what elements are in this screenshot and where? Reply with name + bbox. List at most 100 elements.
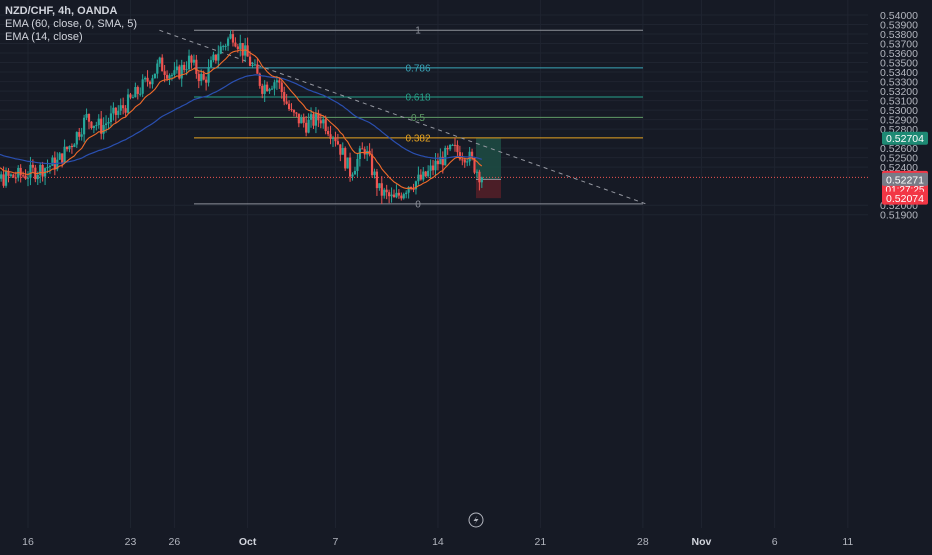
candle-body (65, 146, 69, 150)
stop-price-label-bg (882, 191, 928, 205)
candle-body (292, 110, 296, 113)
ema-long-legend[interactable]: EMA (60, close, 0, SMA, 5) (5, 18, 138, 30)
candle-body (405, 192, 408, 195)
candle-body (26, 177, 30, 179)
candle-body (388, 192, 391, 197)
candle-body (12, 174, 15, 178)
candle-body (478, 171, 481, 183)
candle-body (385, 189, 388, 193)
candle-body (395, 192, 398, 198)
candle-body (480, 177, 483, 183)
candle-body (104, 123, 108, 126)
current-price-label-countdown: 01:27:25 (886, 185, 925, 196)
price-axis-tick: 0.53000 (880, 105, 918, 117)
candle-body (224, 45, 227, 47)
candle-body (129, 94, 132, 98)
candle-body (214, 54, 217, 61)
candle-body (148, 81, 152, 85)
candle-body (375, 171, 379, 189)
time-axis-tick: 21 (535, 536, 547, 548)
candle-body (312, 114, 315, 126)
candle-body (461, 159, 464, 161)
candle-body (390, 194, 393, 197)
candle-body (178, 66, 181, 79)
candle-body (302, 117, 305, 123)
entry-price-label: 0.52271 (886, 174, 924, 186)
replay-icon[interactable] (468, 512, 484, 528)
price-axis-tick: 0.51900 (880, 210, 918, 222)
price-axis-tick: 0.53600 (880, 48, 918, 60)
candle-body (78, 132, 81, 137)
candle-body (136, 87, 139, 94)
candle-body (397, 192, 400, 196)
candle-body (195, 59, 198, 74)
candle-body (331, 137, 335, 139)
candle-body (19, 167, 22, 176)
candle-body (144, 77, 147, 80)
candle-body (41, 165, 44, 177)
candle-body (73, 144, 76, 148)
candle-body (287, 103, 291, 110)
candle-body (187, 55, 191, 70)
candle-body (446, 147, 449, 150)
candle-body (412, 188, 415, 190)
candle-body (0, 174, 3, 179)
candle-body (431, 165, 435, 171)
candle-body (117, 110, 120, 115)
ema-short-legend[interactable]: EMA (14, close) (5, 31, 83, 43)
candle-body (319, 120, 322, 124)
candle-body (165, 74, 169, 79)
candle-body (92, 125, 95, 129)
lightning-icon (473, 515, 479, 525)
candle-body (205, 79, 208, 83)
entry-price-label-bg (882, 172, 928, 186)
candle-body (436, 160, 440, 165)
candle-body (24, 175, 27, 179)
ema-60-line (0, 74, 482, 165)
candle-body (378, 183, 381, 189)
candle-body (348, 157, 352, 177)
candle-body (226, 38, 230, 46)
candle-body (453, 144, 457, 146)
candle-body (339, 144, 342, 155)
candle-body (473, 157, 476, 173)
candle-body (202, 73, 205, 80)
candle-body (444, 147, 447, 166)
time-axis-tick: 26 (169, 536, 181, 548)
candle-body (119, 105, 122, 111)
candle-body (7, 171, 10, 176)
time-axis-tick: 7 (333, 536, 339, 548)
price-axis-tick: 0.53500 (880, 58, 918, 70)
candle-body (470, 151, 474, 158)
candle-body (322, 119, 325, 124)
candle-body (51, 157, 54, 166)
fib-level-label: 0.786 (405, 63, 430, 74)
candle-body (236, 46, 239, 49)
candle-body (48, 165, 52, 167)
symbol-title[interactable]: NZD/CHF, 4h, OANDA (5, 5, 118, 17)
candle-body (441, 156, 444, 166)
candle-body (46, 166, 49, 169)
candle-body (429, 165, 432, 171)
candle-body (22, 175, 25, 177)
price-axis-tick: 0.53800 (880, 29, 918, 41)
candle-body (222, 46, 225, 48)
candle-body (95, 125, 98, 127)
candle-body (334, 137, 337, 142)
candle-body (248, 56, 252, 66)
candle-body (141, 79, 144, 94)
candle-body (280, 82, 283, 92)
candle-body (417, 174, 420, 182)
candle-body (85, 113, 88, 118)
candle-body (370, 154, 374, 176)
candle-body (392, 194, 396, 198)
candle-body (383, 189, 386, 196)
candle-body (290, 109, 293, 111)
fib-level-label: 0 (415, 199, 421, 210)
ema-14-line (0, 49, 483, 189)
candle-body (341, 148, 344, 155)
candle-body (197, 73, 200, 82)
target-price-label: 0.52704 (886, 133, 924, 145)
